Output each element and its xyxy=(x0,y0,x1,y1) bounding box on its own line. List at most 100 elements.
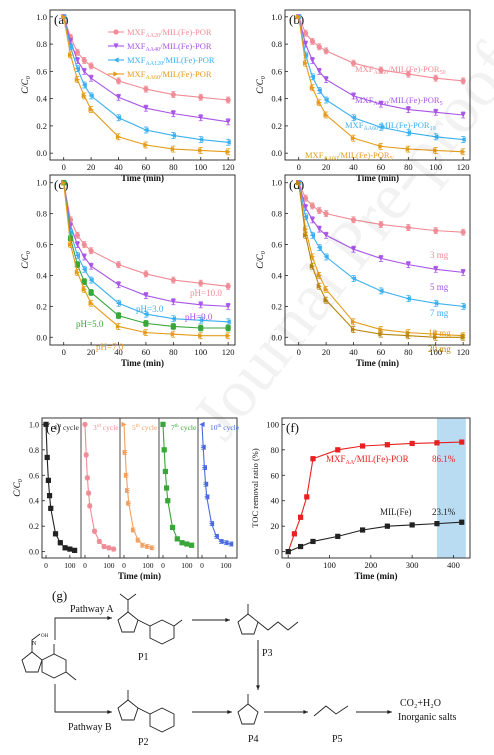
x-tick-label: 80 xyxy=(169,162,178,172)
data-point xyxy=(44,454,50,461)
x-tick-label: 0 xyxy=(297,347,301,357)
data-point xyxy=(323,76,329,83)
data-point xyxy=(316,283,322,289)
data-point xyxy=(72,547,78,553)
x-axis-label: Time (min) xyxy=(121,173,164,183)
molecule-bond xyxy=(237,613,259,635)
data-point xyxy=(143,105,149,111)
molecule-bond xyxy=(137,619,175,645)
data-point xyxy=(204,494,210,500)
data-point xyxy=(434,521,440,527)
plot-frame xyxy=(284,174,471,346)
atom-label: OH xyxy=(41,634,49,639)
data-point xyxy=(170,323,176,330)
x-tick-label: 20 xyxy=(322,162,331,172)
data-point xyxy=(296,14,302,20)
x-tick-label: 300 xyxy=(406,560,419,570)
plot-frame xyxy=(284,9,471,161)
data-point xyxy=(198,333,204,339)
data-point xyxy=(323,254,329,260)
data-point xyxy=(61,180,67,186)
data-point xyxy=(143,330,149,336)
data-point xyxy=(198,136,204,143)
molecule-bond xyxy=(31,633,41,652)
arrow-head xyxy=(225,618,230,622)
data-point xyxy=(223,540,229,546)
series-line xyxy=(298,16,464,82)
x-tick-label: 40 xyxy=(114,162,123,172)
legend-label: MXFAA120/MIL(Fe)-POR xyxy=(127,55,215,67)
data-point xyxy=(67,241,74,248)
y-axis-label: TOC removal ratio (%) xyxy=(250,448,260,528)
legend-label: MXFAA60/MIL(Fe)-POR xyxy=(127,69,212,81)
p3-label: P3 xyxy=(262,648,273,659)
cycle-label: 5th cycle xyxy=(132,423,158,432)
p2-label: P2 xyxy=(138,737,149,748)
data-point xyxy=(434,440,440,446)
data-point xyxy=(316,87,322,94)
legend-marker xyxy=(113,57,119,63)
data-point xyxy=(83,452,89,458)
data-point xyxy=(350,217,357,223)
data-point xyxy=(384,442,390,448)
data-point xyxy=(350,93,357,99)
data-point xyxy=(309,57,316,64)
data-point xyxy=(460,334,466,340)
series-annotation: 20 mg xyxy=(428,344,451,354)
arrow-head xyxy=(227,710,232,714)
data-point xyxy=(309,232,316,238)
data-point xyxy=(200,444,206,450)
x-tick-label: 0 xyxy=(83,561,87,570)
series-line xyxy=(63,182,229,287)
x-tick-label: 0 xyxy=(62,347,66,357)
data-point xyxy=(81,68,87,74)
molecule-bond xyxy=(65,671,77,681)
data-point xyxy=(67,229,74,235)
data-point xyxy=(225,97,231,103)
data-point xyxy=(359,527,366,533)
data-point xyxy=(309,217,316,223)
series-annotation: MIL(Fe) xyxy=(380,507,412,517)
y-tick-label: 0.8 xyxy=(271,39,282,49)
product-co2: CO₂+H₂O xyxy=(400,698,441,709)
data-point xyxy=(433,147,439,154)
data-point xyxy=(323,211,329,217)
data-point xyxy=(101,543,107,550)
data-point xyxy=(115,134,122,140)
data-point xyxy=(106,545,112,551)
data-point xyxy=(198,302,204,308)
data-point xyxy=(198,147,204,154)
data-point xyxy=(309,38,316,44)
data-point xyxy=(88,93,94,99)
y-tick-label: 0.6 xyxy=(271,66,282,76)
highlight-band xyxy=(436,418,466,558)
data-point xyxy=(74,252,81,258)
data-point xyxy=(323,297,329,303)
y-tick-label: 0.6 xyxy=(29,471,39,480)
y-tick-label: 0.2 xyxy=(271,301,282,311)
series-annotation: MXFAA60/MIL(Fe)-POR50 xyxy=(355,64,446,76)
molecule-bond xyxy=(117,611,139,633)
series-line xyxy=(63,16,229,123)
data-point xyxy=(316,245,322,251)
data-point xyxy=(323,48,329,54)
data-point xyxy=(335,533,341,539)
series-annotation: pH=9.0 xyxy=(185,312,213,322)
arrow-head xyxy=(107,710,112,714)
data-point xyxy=(309,85,316,91)
data-point xyxy=(433,134,439,140)
x-tick-label: 200 xyxy=(364,560,377,570)
x-axis-label: Time (min) xyxy=(354,571,397,581)
series-line xyxy=(298,16,464,153)
data-point xyxy=(198,115,204,121)
data-point xyxy=(115,300,122,306)
x-axis-label: Time (min) xyxy=(356,358,399,368)
y-tick-label: 1.0 xyxy=(271,12,282,22)
y-tick-label: 0.8 xyxy=(29,446,39,455)
y-axis-label: C/C0 xyxy=(20,251,32,269)
y-tick-label: 1.0 xyxy=(29,420,39,429)
y-tick-label: 0.4 xyxy=(36,94,47,104)
data-point xyxy=(88,248,94,254)
data-point xyxy=(143,271,149,277)
data-point xyxy=(170,299,176,305)
